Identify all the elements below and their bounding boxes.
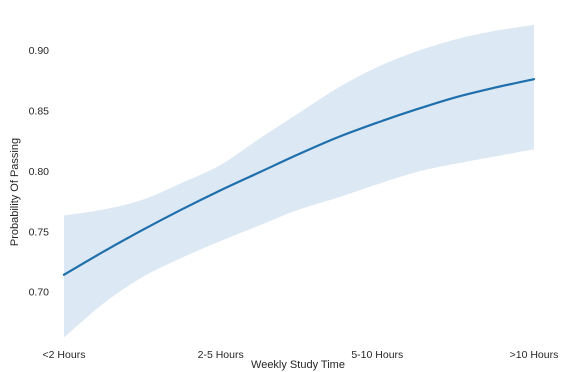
y-axis-label: Probability Of Passing [9,138,21,246]
y-tick-label: 0.70 [29,287,50,299]
x-tick-label: >10 Hours [510,349,559,361]
x-tick-label: 2-5 Hours [198,349,244,361]
x-axis-label: Weekly Study Time [251,359,345,371]
y-tick-label: 0.75 [29,226,50,238]
x-tick-label: <2 Hours [43,349,86,361]
y-tick-label: 0.90 [29,45,50,57]
x-tick-label: 5-10 Hours [351,349,403,361]
confidence-band [64,24,534,338]
y-tick-label: 0.85 [29,106,50,118]
probability-line [62,78,536,276]
y-tick-label: 0.80 [29,166,50,178]
